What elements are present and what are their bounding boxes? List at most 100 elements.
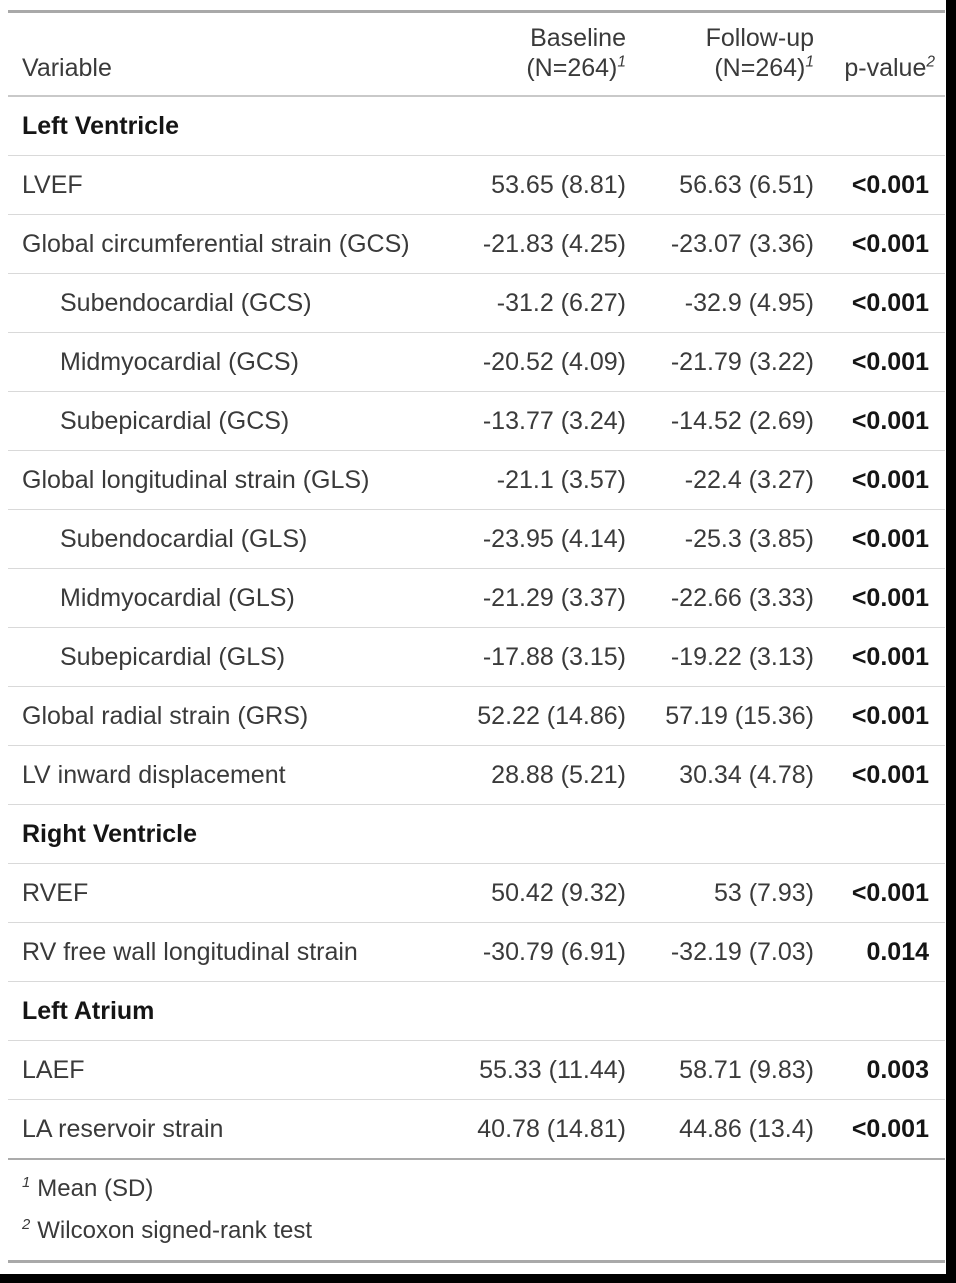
followup-value-cell: 53 (7.93) bbox=[632, 863, 820, 923]
variable-cell: LV inward displacement bbox=[8, 745, 432, 805]
footnote-line: 1 Mean (SD) bbox=[22, 1168, 945, 1210]
pvalue-cell: <0.001 bbox=[820, 745, 945, 805]
variable-cell: Midmyocardial (GLS) bbox=[8, 568, 432, 628]
screen-edge-right bbox=[946, 0, 956, 1283]
footnote-row: 1 Mean (SD) 2 Wilcoxon signed-rank test bbox=[8, 1158, 945, 1263]
summary-table-container: Variable Baseline (N=264)1 Follow-up (N=… bbox=[8, 10, 945, 1263]
baseline-value-cell: -21.29 (3.37) bbox=[432, 568, 632, 628]
column-header-followup: Follow-up (N=264)1 bbox=[632, 11, 820, 97]
followup-value-cell: 57.19 (15.36) bbox=[632, 686, 820, 746]
followup-value-cell: 44.86 (13.4) bbox=[632, 1099, 820, 1159]
pvalue-cell: <0.001 bbox=[820, 391, 945, 451]
table-row: RVEF 50.42 (9.32) 53 (7.93) <0.001 bbox=[8, 863, 945, 923]
section-row: Right Ventricle bbox=[8, 804, 945, 864]
variable-cell: Subendocardial (GLS) bbox=[8, 509, 432, 569]
variable-cell: LVEF bbox=[8, 155, 432, 215]
header-row: Variable Baseline (N=264)1 Follow-up (N=… bbox=[8, 11, 945, 97]
pvalue-cell: <0.001 bbox=[820, 627, 945, 687]
section-row: Left Ventricle bbox=[8, 96, 945, 156]
table-row: Global circumferential strain (GCS) -21.8… bbox=[8, 214, 945, 274]
pvalue-cell: <0.001 bbox=[820, 1099, 945, 1159]
followup-value-cell: 30.34 (4.78) bbox=[632, 745, 820, 805]
pvalue-label: p-value2 bbox=[844, 53, 935, 82]
followup-value-cell: -19.22 (3.13) bbox=[632, 627, 820, 687]
variable-cell: RVEF bbox=[8, 863, 432, 923]
footnote-mark-icon: 1 bbox=[805, 53, 814, 71]
screen-edge-bottom bbox=[0, 1274, 956, 1283]
footnote-mark-icon: 2 bbox=[22, 1217, 31, 1233]
pvalue-cell: 0.003 bbox=[820, 1040, 945, 1100]
pvalue-cell: <0.001 bbox=[820, 509, 945, 569]
footnote-text: Mean (SD) bbox=[37, 1175, 154, 1202]
followup-value-cell: -14.52 (2.69) bbox=[632, 391, 820, 451]
table-row: RV free wall longitudinal strain -30.79 (… bbox=[8, 922, 945, 982]
followup-value-cell: -32.9 (4.95) bbox=[632, 273, 820, 333]
footnote-mark-icon: 1 bbox=[617, 53, 626, 71]
footnote-cell: 1 Mean (SD) 2 Wilcoxon signed-rank test bbox=[8, 1158, 945, 1263]
table-row: LVEF 53.65 (8.81) 56.63 (6.51) <0.001 bbox=[8, 155, 945, 215]
followup-value-cell: -23.07 (3.36) bbox=[632, 214, 820, 274]
pvalue-cell: <0.001 bbox=[820, 450, 945, 510]
footnote-mark-icon: 1 bbox=[22, 1175, 31, 1191]
pvalue-cell: <0.001 bbox=[820, 273, 945, 333]
table-row: Subepicardial (GLS) -17.88 (3.15) -19.22 (… bbox=[8, 627, 945, 687]
pvalue-cell: <0.001 bbox=[820, 155, 945, 215]
table-row: Midmyocardial (GLS) -21.29 (3.37) -22.66 (… bbox=[8, 568, 945, 628]
followup-value-cell: -21.79 (3.22) bbox=[632, 332, 820, 392]
table-row: Global longitudinal strain (GLS) -21.1 (3… bbox=[8, 450, 945, 510]
baseline-value-cell: 52.22 (14.86) bbox=[432, 686, 632, 746]
variable-cell: Midmyocardial (GCS) bbox=[8, 332, 432, 392]
column-header-variable-label: Variable bbox=[22, 54, 112, 82]
section-row: Left Atrium bbox=[8, 981, 945, 1041]
baseline-label-line2: (N=264)1 bbox=[526, 53, 626, 82]
variable-cell: Subepicardial (GCS) bbox=[8, 391, 432, 451]
table-row: Subendocardial (GCS) -31.2 (6.27) -32.9 (4… bbox=[8, 273, 945, 333]
pvalue-cell: <0.001 bbox=[820, 863, 945, 923]
variable-cell: LAEF bbox=[8, 1040, 432, 1100]
followup-value-cell: -25.3 (3.85) bbox=[632, 509, 820, 569]
pvalue-cell: <0.001 bbox=[820, 686, 945, 746]
pvalue-cell: <0.001 bbox=[820, 332, 945, 392]
column-header-variable: Variable bbox=[8, 11, 432, 97]
summary-table: Variable Baseline (N=264)1 Follow-up (N=… bbox=[8, 10, 945, 1263]
followup-value-cell: 56.63 (6.51) bbox=[632, 155, 820, 215]
variable-cell: Subepicardial (GLS) bbox=[8, 627, 432, 687]
table-footnotes: 1 Mean (SD) 2 Wilcoxon signed-rank test bbox=[8, 1158, 945, 1263]
variable-cell: RV free wall longitudinal strain bbox=[8, 922, 432, 982]
variable-cell: Global circumferential strain (GCS) bbox=[8, 214, 432, 274]
variable-cell: LA reservoir strain bbox=[8, 1099, 432, 1159]
baseline-value-cell: -20.52 (4.09) bbox=[432, 332, 632, 392]
followup-label-line2: (N=264)1 bbox=[714, 53, 814, 82]
followup-label-line1: Follow-up bbox=[705, 24, 814, 52]
footnote-line: 2 Wilcoxon signed-rank test bbox=[22, 1210, 945, 1252]
baseline-value-cell: 53.65 (8.81) bbox=[432, 155, 632, 215]
variable-cell: Global radial strain (GRS) bbox=[8, 686, 432, 746]
section-label: Right Ventricle bbox=[8, 804, 945, 864]
footnote-text: Wilcoxon signed-rank test bbox=[37, 1217, 313, 1244]
followup-value-cell: -22.4 (3.27) bbox=[632, 450, 820, 510]
baseline-value-cell: -17.88 (3.15) bbox=[432, 627, 632, 687]
followup-value-cell: 58.71 (9.83) bbox=[632, 1040, 820, 1100]
baseline-value-cell: 55.33 (11.44) bbox=[432, 1040, 632, 1100]
footnote-mark-icon: 2 bbox=[926, 53, 935, 71]
variable-cell: Subendocardial (GCS) bbox=[8, 273, 432, 333]
baseline-value-cell: 50.42 (9.32) bbox=[432, 863, 632, 923]
table-row: LA reservoir strain 40.78 (14.81) 44.86 (1… bbox=[8, 1099, 945, 1159]
baseline-value-cell: -23.95 (4.14) bbox=[432, 509, 632, 569]
table-header: Variable Baseline (N=264)1 Follow-up (N=… bbox=[8, 11, 945, 97]
table-row: Midmyocardial (GCS) -20.52 (4.09) -21.79 (… bbox=[8, 332, 945, 392]
pvalue-cell: 0.014 bbox=[820, 922, 945, 982]
baseline-value-cell: -13.77 (3.24) bbox=[432, 391, 632, 451]
baseline-label-line1: Baseline bbox=[530, 24, 626, 52]
baseline-value-cell: -31.2 (6.27) bbox=[432, 273, 632, 333]
section-label: Left Atrium bbox=[8, 981, 945, 1041]
table-row: Subendocardial (GLS) -23.95 (4.14) -25.3 (… bbox=[8, 509, 945, 569]
pvalue-cell: <0.001 bbox=[820, 214, 945, 274]
baseline-value-cell: -30.79 (6.91) bbox=[432, 922, 632, 982]
table-body: Left Ventricle LVEF 53.65 (8.81) 56.63 (6.5… bbox=[8, 96, 945, 1159]
column-header-baseline: Baseline (N=264)1 bbox=[432, 11, 632, 97]
column-header-pvalue: p-value2 bbox=[820, 11, 945, 97]
table-row: Global radial strain (GRS) 52.22 (14.86) 5… bbox=[8, 686, 945, 746]
followup-value-cell: -32.19 (7.03) bbox=[632, 922, 820, 982]
section-label: Left Ventricle bbox=[22, 112, 179, 140]
